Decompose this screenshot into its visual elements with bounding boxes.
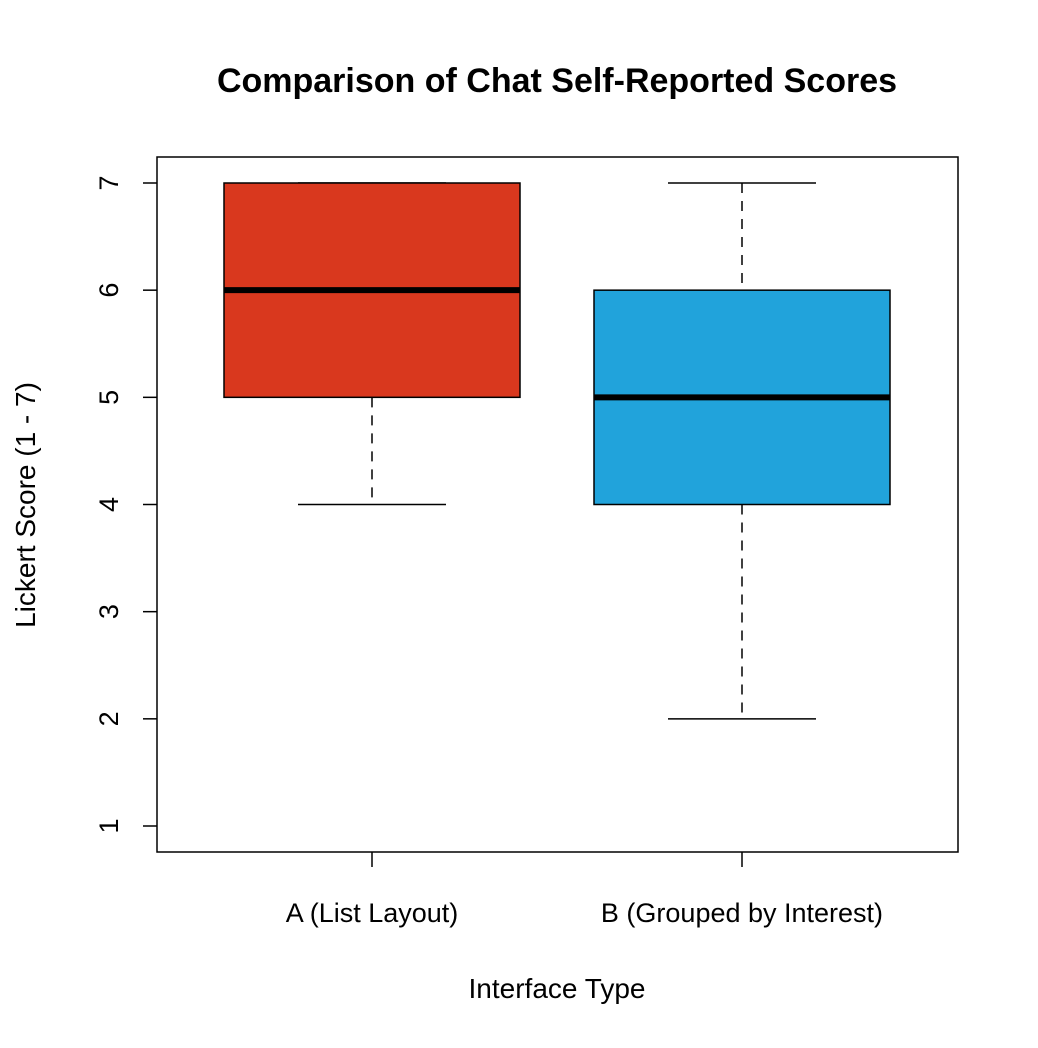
y-tick-label: 5: [94, 390, 124, 405]
y-axis-label: Lickert Score (1 - 7): [10, 382, 41, 628]
chart-title: Comparison of Chat Self-Reported Scores: [217, 62, 897, 100]
boxes-layer: [223, 182, 891, 720]
x-axis: A (List Layout) B (Grouped by Interest): [286, 852, 883, 928]
y-axis: 1 2 3 4 5 6 7: [94, 175, 157, 834]
y-tick-label: 1: [94, 818, 124, 833]
box-group: [223, 182, 521, 506]
y-tick-label: 6: [94, 283, 124, 298]
x-axis-label: Interface Type: [469, 973, 646, 1004]
x-tick-label: B (Grouped by Interest): [601, 898, 883, 928]
y-tick-label: 2: [94, 711, 124, 726]
y-tick-label: 3: [94, 604, 124, 619]
y-tick-label: 4: [94, 497, 124, 512]
box-group: [593, 182, 891, 720]
x-tick-label: A (List Layout): [286, 898, 459, 928]
y-tick-label: 7: [94, 175, 124, 190]
